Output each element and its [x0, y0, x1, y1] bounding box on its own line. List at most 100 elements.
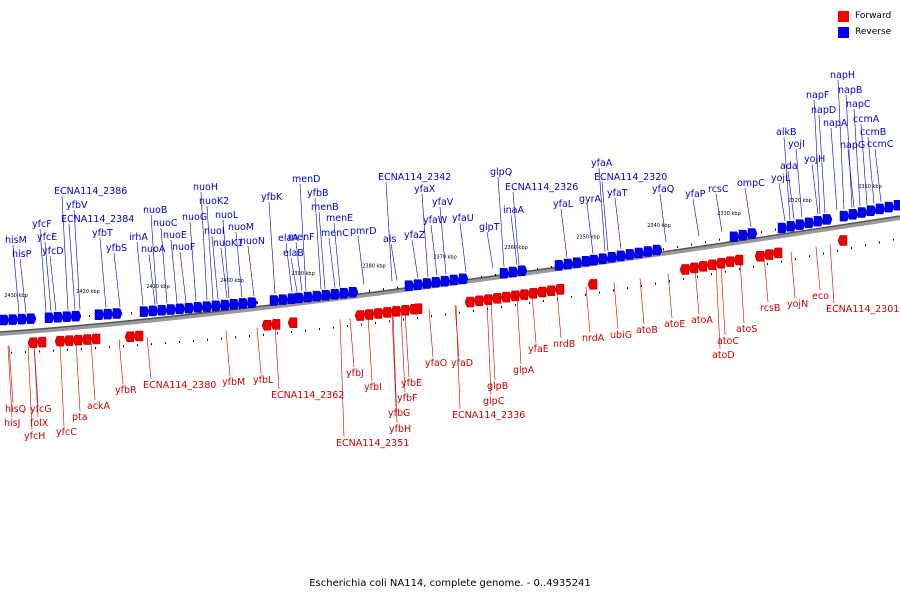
- tick-mark: [53, 349, 54, 352]
- reverse-gene-label: ECNA114_2384: [61, 214, 134, 225]
- tick-mark: [369, 289, 370, 292]
- tick-mark: [109, 346, 110, 349]
- reverse-gene-arrow: [747, 228, 758, 239]
- forward-gene-arrow: [500, 291, 511, 303]
- reverse-gene-arrow: [184, 302, 195, 314]
- reverse-gene-arrow: [634, 247, 645, 259]
- tick-mark: [537, 268, 538, 271]
- reverse-gene-arrow: [652, 244, 663, 256]
- forward-gene-label: yfaD: [451, 358, 473, 369]
- reverse-gene-leader: [247, 245, 255, 297]
- reverse-gene-label: glpQ: [490, 167, 512, 178]
- forward-gene-label: rcsB: [760, 303, 780, 314]
- reverse-gene-label: irhA: [129, 232, 148, 243]
- forward-gene-label: yfbE: [401, 378, 422, 389]
- reverse-gene-arrow: [643, 246, 654, 257]
- reverse-gene-arrow: [348, 286, 359, 298]
- forward-gene-arrow: [399, 305, 410, 316]
- forward-gene-leader: [715, 265, 721, 350]
- forward-gene-arrow: [390, 306, 401, 317]
- reverse-gene-leader: [73, 209, 81, 310]
- forward-gene-label: glpB: [487, 381, 508, 392]
- reverse-gene-arrow: [229, 298, 240, 310]
- reverse-gene-leader: [795, 148, 803, 218]
- reverse-gene-label: yojI: [788, 139, 805, 150]
- reverse-gene-leader: [830, 127, 838, 211]
- tick-mark: [663, 248, 664, 251]
- reverse-gene-label: napG: [840, 140, 865, 151]
- tick-mark: [585, 293, 586, 296]
- forward-gene-label: yfbI: [364, 382, 382, 393]
- forward-gene-leader: [7, 345, 13, 418]
- tick-mark: [131, 312, 132, 315]
- reverse-gene-leader: [783, 136, 791, 220]
- tick-mark: [683, 277, 684, 280]
- tick-mark: [151, 343, 152, 346]
- reverse-gene-arrow: [312, 290, 323, 302]
- reverse-gene-label: nuoH: [193, 182, 218, 193]
- reverse-gene-label: napD: [811, 105, 836, 116]
- forward-gene-arrow: [81, 334, 92, 345]
- forward-gene-arrow: [763, 249, 774, 260]
- forward-gene-leader: [639, 278, 645, 325]
- reverse-gene-label: glpT: [479, 222, 500, 233]
- forward-gene-label: nrdB: [553, 339, 575, 350]
- reverse-gene-label: yfaX: [414, 184, 436, 195]
- reverse-gene-arrow: [404, 280, 415, 291]
- scale-label: 2360 kbp: [504, 245, 528, 251]
- forward-gene-label: atoA: [691, 315, 713, 326]
- reverse-gene-label: yfcF: [32, 219, 52, 230]
- reverse-gene-leader: [390, 243, 398, 281]
- tick-mark: [39, 350, 40, 353]
- reverse-gene-arrow: [777, 222, 788, 234]
- reverse-gene-arrow: [321, 289, 332, 301]
- reverse-gene-arrow: [422, 278, 433, 289]
- genome-axis-shadow: [0, 216, 900, 336]
- forward-gene-leader: [531, 294, 537, 344]
- reverse-gene-leader: [430, 224, 438, 276]
- forward-gene-label: yfbH: [389, 424, 411, 435]
- reverse-gene-leader: [295, 241, 303, 292]
- reverse-gene-arrow: [440, 275, 451, 287]
- reverse-gene-label: nuoK1: [213, 238, 243, 249]
- reverse-gene-leader: [459, 222, 467, 272]
- tick-mark: [627, 287, 628, 290]
- tick-mark: [739, 268, 740, 271]
- reverse-gene-label: pmrD: [350, 226, 377, 237]
- tick-mark: [249, 335, 250, 338]
- reverse-gene-arrow: [598, 253, 609, 264]
- forward-gene-arrow: [54, 335, 65, 347]
- reverse-gene-arrow: [804, 217, 815, 229]
- tick-mark: [473, 309, 474, 312]
- scale-label: 2370 kbp: [433, 255, 457, 261]
- tick-mark: [257, 301, 258, 304]
- forward-gene-arrow: [287, 317, 298, 328]
- reverse-gene-arrow: [166, 304, 177, 315]
- reverse-gene-leader: [813, 99, 821, 215]
- forward-gene-leader: [256, 327, 262, 375]
- reverse-gene-label: yfcE: [37, 232, 57, 243]
- forward-gene-arrow: [27, 337, 38, 348]
- tick-mark: [403, 318, 404, 321]
- reverse-gene-label: yfaA: [591, 158, 613, 169]
- reverse-gene-arrow: [499, 268, 510, 279]
- forward-gene-arrow: [63, 335, 74, 346]
- reverse-gene-leader: [179, 251, 187, 303]
- tick-mark: [571, 295, 572, 298]
- reverse-gene-leader: [68, 223, 76, 310]
- forward-gene-label: hisQ: [5, 404, 26, 415]
- tick-mark: [333, 326, 334, 329]
- scale-label: 2330 kbp: [717, 211, 741, 217]
- forward-gene-leader: [400, 312, 406, 393]
- reverse-gene-label: yfaT: [607, 188, 628, 199]
- forward-gene-label: yfaO: [425, 358, 447, 369]
- forward-gene-arrow: [536, 286, 547, 298]
- forward-gene-arrow: [697, 261, 708, 272]
- forward-gene-arrow: [482, 294, 493, 305]
- tick-mark: [277, 332, 278, 335]
- forward-gene-arrow: [270, 319, 281, 330]
- reverse-gene-leader: [61, 195, 69, 311]
- forward-gene-leader: [349, 318, 355, 368]
- tick-mark: [599, 291, 600, 294]
